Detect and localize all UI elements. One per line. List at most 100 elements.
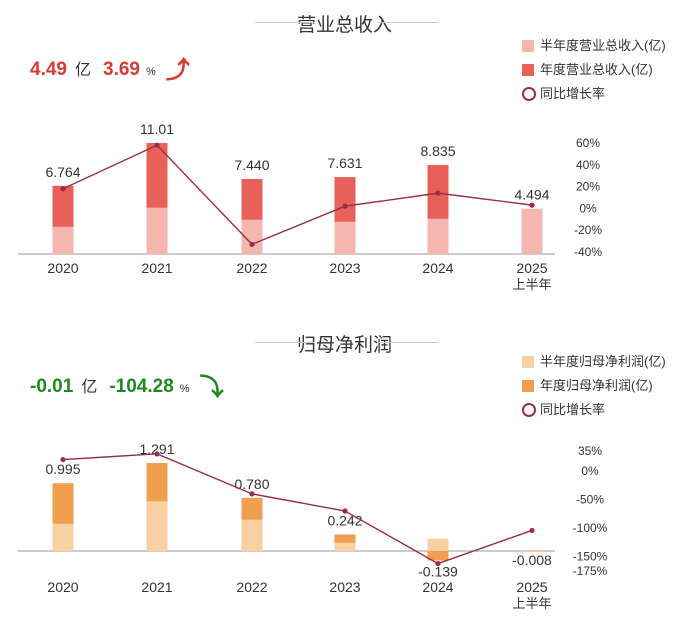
summary-growth: 3.69 — [103, 59, 140, 80]
growth-rate-point — [249, 491, 255, 497]
arrow-down-icon: ⤵ — [199, 374, 224, 401]
y2-tick-label: 40% — [576, 158, 600, 172]
chart-legend: 半年度归母净利润(亿) 年度归母净利润(亿) 同比增长率 — [522, 354, 666, 426]
x-tick-label: 2023 — [329, 260, 360, 276]
growth-rate-point — [154, 142, 160, 148]
data-label: 0.242 — [327, 513, 362, 529]
data-label: 0.780 — [234, 476, 269, 492]
legend-item-growth: 同比增长率 — [522, 86, 666, 110]
legend-swatch-annual — [522, 380, 534, 392]
data-label: 8.835 — [420, 143, 455, 159]
half-year-bar — [427, 218, 449, 254]
title-divider-left — [255, 342, 315, 343]
summary-unit: 亿 — [74, 62, 91, 79]
y2-tick-label: -50% — [576, 493, 604, 507]
legend-circle-icon — [522, 87, 536, 101]
y2-tick-label: 35% — [578, 444, 602, 458]
y2-tick-label: -20% — [574, 223, 602, 237]
profit-chart-svg: 0.995 2020 1.291 2021 0.780 2022 0.242 2023 -0.1… — [18, 441, 608, 611]
chart-title: 归母净利润 — [296, 335, 392, 356]
y2-tick-label: -175% — [573, 564, 608, 578]
y2-tick-label: 60% — [576, 136, 600, 150]
half-year-bar — [241, 519, 263, 551]
x-tick-label: 2022 — [236, 260, 267, 276]
legend-swatch-half-year — [522, 356, 534, 368]
data-label: 7.631 — [327, 155, 362, 171]
y2-tick-label: -150% — [573, 550, 608, 564]
legend-swatch-half-year — [522, 40, 534, 52]
x-tick-label-sub: 上半年 — [512, 277, 551, 292]
legend-item-annual: 年度营业总收入(亿) — [522, 62, 666, 86]
growth-rate-point — [249, 241, 255, 247]
half-year-bar — [52, 226, 74, 254]
x-tick-label: 2022 — [236, 579, 267, 595]
chart-title: 营业总收入 — [296, 15, 392, 36]
summary-unit: 亿 — [81, 379, 98, 396]
growth-rate-line — [62, 453, 533, 565]
summary-value: -0.01 — [30, 376, 74, 397]
profit-chart-panel: 归母净利润 -0.01 亿 -104.28% ⤵ 半年度归母净利润(亿) 年度归母净利… — [0, 318, 689, 624]
data-label: 6.764 — [45, 164, 80, 180]
half-year-bar — [52, 523, 74, 551]
summary-row: 4.49 亿 3.69% ⤴ — [30, 50, 190, 85]
x-tick-label: 2020 — [47, 260, 78, 276]
summary-row: -0.01 亿 -104.28% ⤵ — [30, 367, 224, 402]
x-tick-label: 2025 — [516, 260, 547, 276]
legend-item-annual: 年度归母净利润(亿) — [522, 378, 666, 402]
x-tick-label: 2024 — [422, 260, 453, 276]
revenue-chart-svg: 6.764 2020 11.01 2021 7.440 2022 7.631 2023 8.83… — [18, 121, 602, 292]
growth-rate-point — [435, 190, 441, 196]
chart-title-block: 营业总收入 — [0, 10, 689, 37]
title-divider-left — [255, 22, 315, 23]
legend-item-half-year: 半年度营业总收入(亿) — [522, 38, 666, 62]
x-tick-label: 2023 — [329, 579, 360, 595]
half-year-bar — [427, 538, 449, 551]
legend-label: 同比增长率 — [540, 402, 606, 417]
y2-tick-label: 20% — [576, 180, 600, 194]
y2-tick-label: -40% — [574, 245, 602, 259]
summary-percent-symbol: % — [145, 66, 156, 78]
growth-rate-point — [529, 527, 535, 534]
x-tick-label: 2024 — [422, 579, 453, 595]
growth-rate-point — [60, 456, 66, 463]
y2-tick-label: -100% — [573, 521, 608, 535]
growth-rate-point — [60, 186, 66, 192]
title-divider-right — [378, 342, 438, 343]
summary-growth: -104.28 — [109, 376, 174, 397]
growth-rate-point — [435, 560, 441, 567]
x-tick-label: 2020 — [47, 579, 78, 595]
growth-rate-point — [529, 202, 535, 208]
legend-circle-icon — [522, 403, 536, 417]
growth-rate-line — [62, 144, 533, 246]
x-tick-label: 2025 — [516, 579, 547, 595]
legend-label: 半年度营业总收入(亿) — [540, 38, 666, 53]
growth-rate-point — [342, 203, 348, 209]
half-year-bar — [241, 219, 263, 254]
legend-swatch-annual — [522, 64, 534, 76]
chart-legend: 半年度营业总收入(亿) 年度营业总收入(亿) 同比增长率 — [522, 38, 666, 110]
half-year-bar — [521, 551, 543, 552]
data-label: 11.01 — [140, 121, 174, 137]
title-divider-right — [378, 22, 438, 23]
x-tick-label: 2021 — [141, 260, 172, 276]
half-year-bar — [146, 501, 168, 551]
data-label: -0.008 — [512, 552, 552, 568]
chart-title-block: 归母净利润 — [0, 330, 689, 357]
data-label: 7.440 — [234, 157, 269, 173]
y2-tick-label: 0% — [579, 201, 597, 215]
legend-label: 半年度归母净利润(亿) — [540, 354, 666, 369]
x-tick-label: 2021 — [141, 579, 172, 595]
arrow-up-icon: ⤴ — [165, 57, 190, 84]
legend-label: 年度归母净利润(亿) — [540, 378, 653, 393]
half-year-bar — [146, 207, 168, 254]
legend-item-growth: 同比增长率 — [522, 402, 666, 426]
legend-label: 年度营业总收入(亿) — [540, 62, 653, 77]
legend-label: 同比增长率 — [540, 86, 606, 101]
data-label: 0.995 — [45, 461, 80, 477]
data-label: 1.291 — [139, 441, 174, 457]
legend-item-half-year: 半年度归母净利润(亿) — [522, 354, 666, 378]
growth-rate-point — [342, 508, 348, 514]
annual-bar — [427, 551, 449, 561]
half-year-bar — [521, 208, 543, 254]
x-tick-label-sub: 上半年 — [512, 596, 551, 611]
